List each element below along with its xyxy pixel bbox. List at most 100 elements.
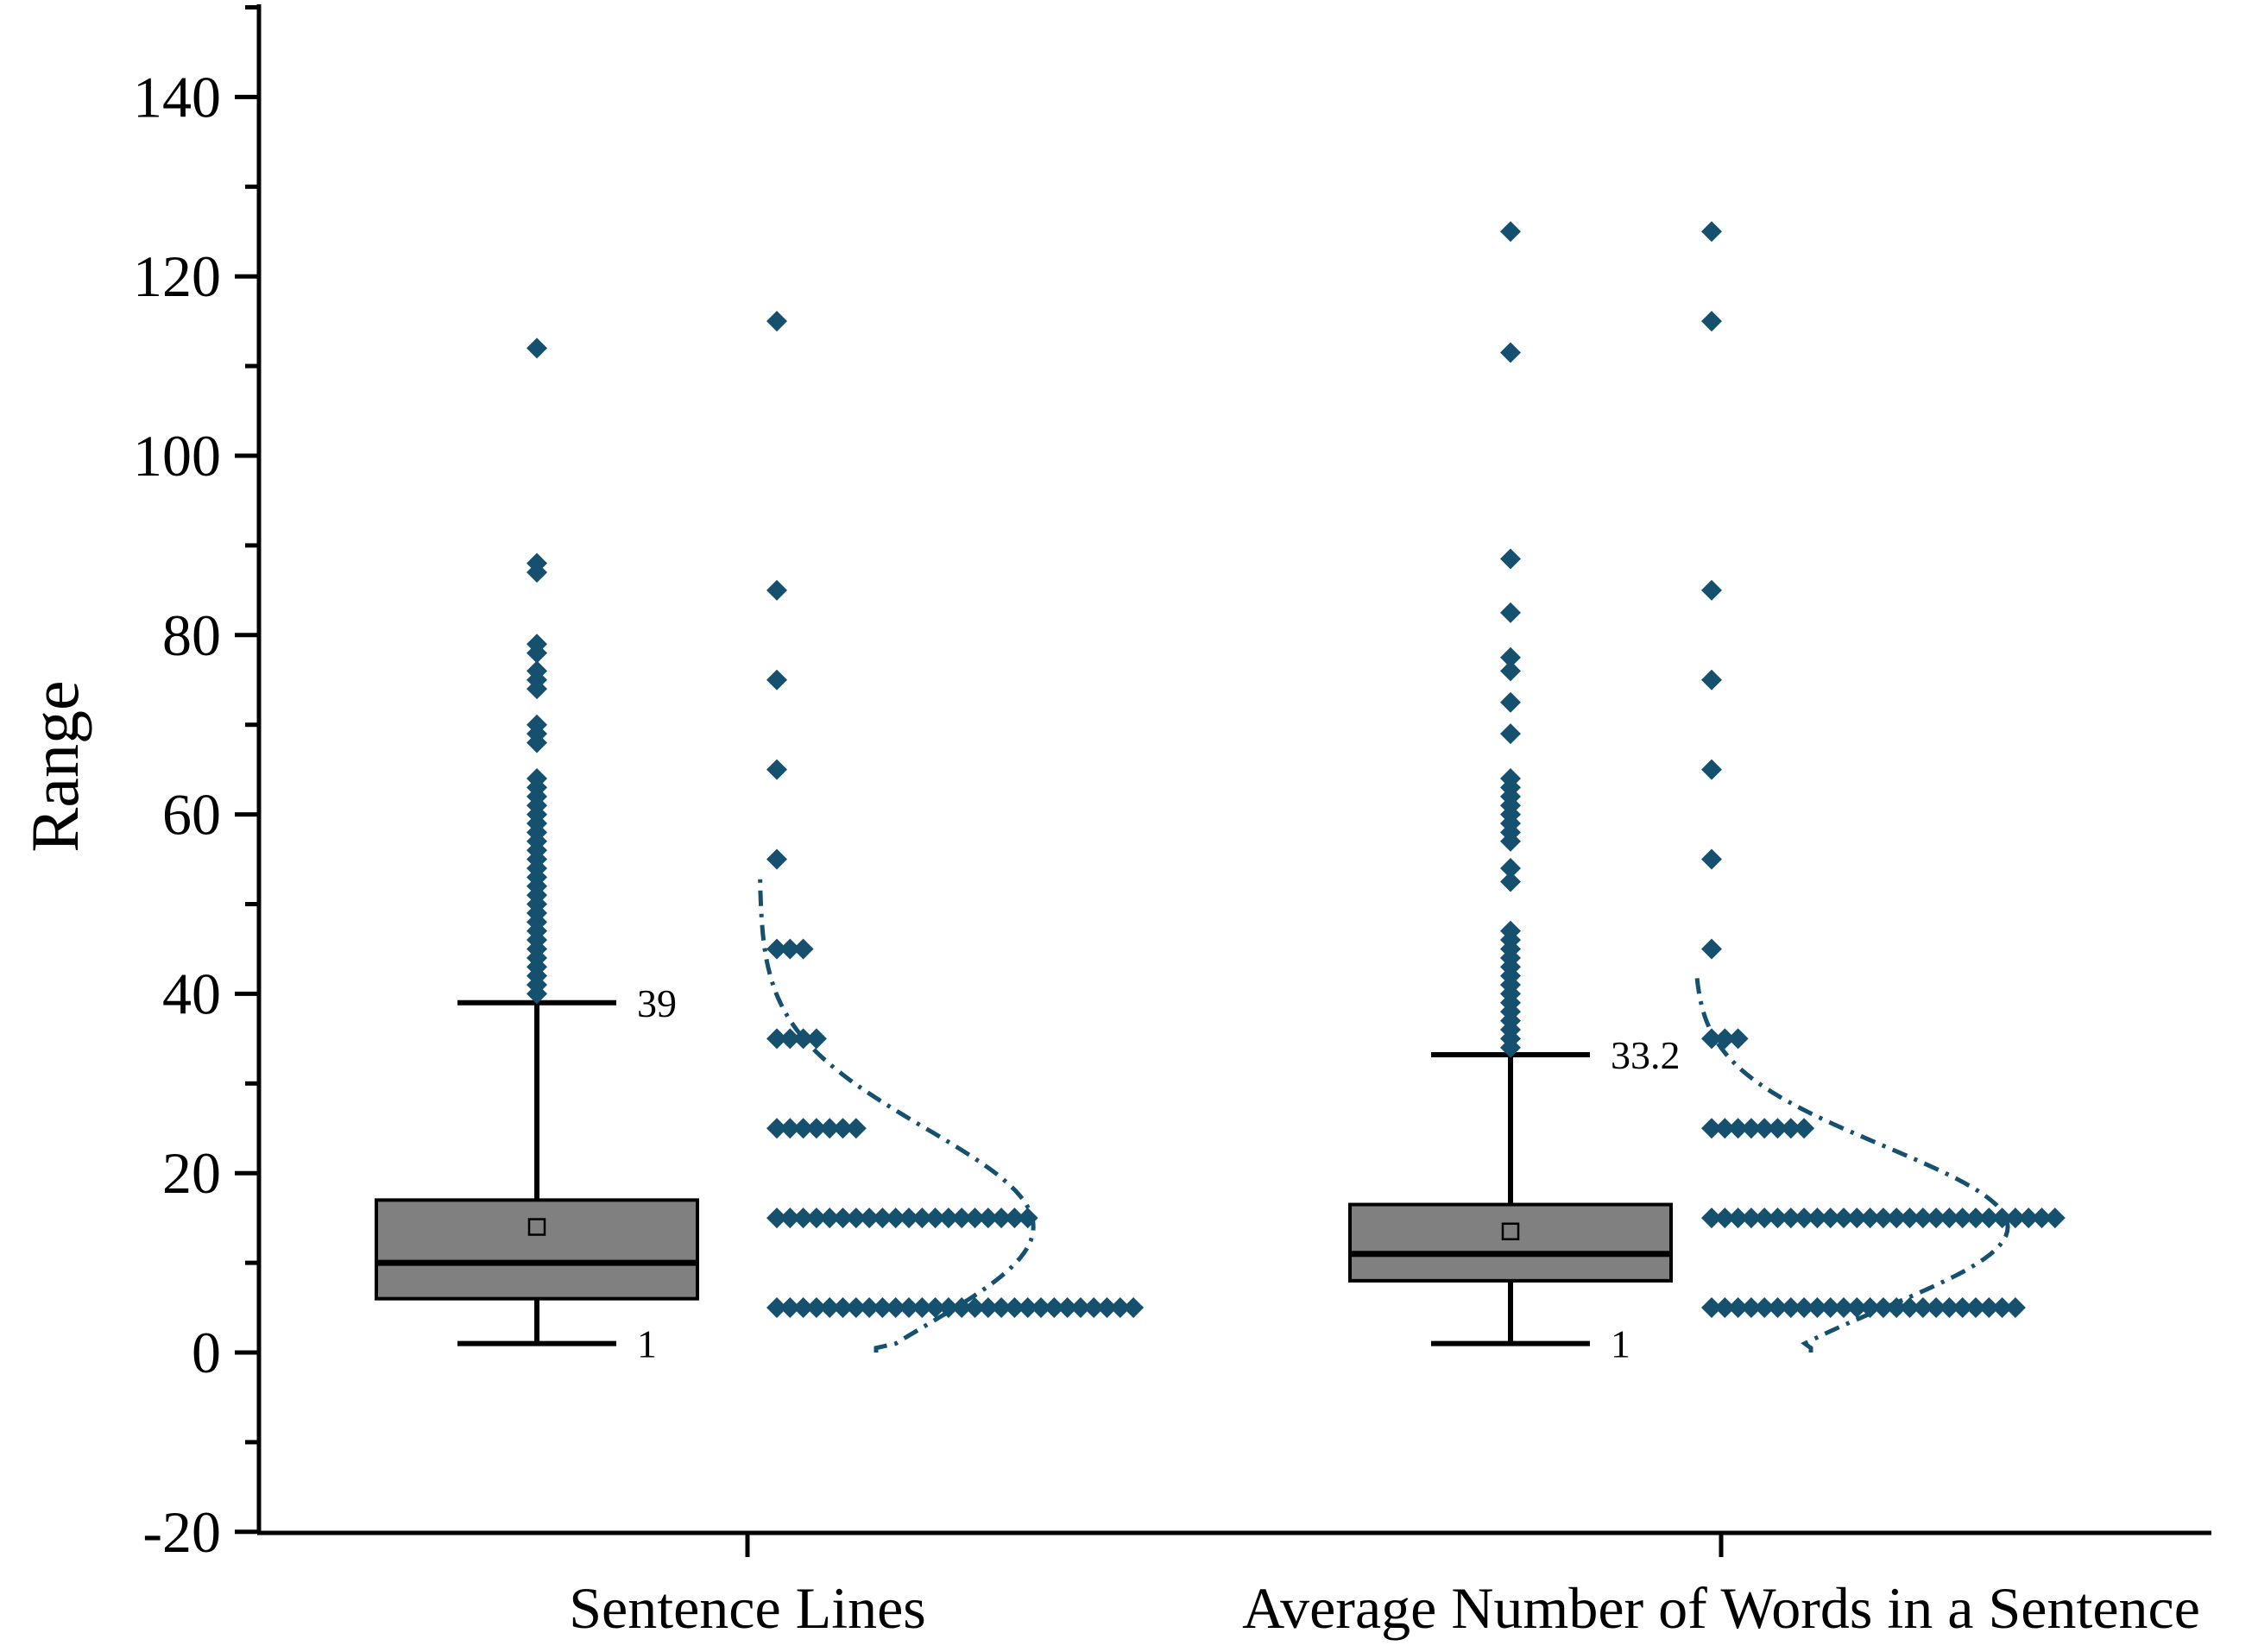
data-point (766, 1297, 787, 1319)
data-point (2044, 1207, 2066, 1229)
data-point (1820, 1297, 1841, 1319)
data-point (1714, 1118, 1736, 1139)
data-point (1123, 1297, 1145, 1319)
data-point (1846, 1207, 1868, 1229)
outlier-point (527, 337, 547, 359)
data-point (1767, 1118, 1788, 1139)
data-point (779, 1028, 801, 1050)
data-point (951, 1207, 973, 1229)
data-point (964, 1207, 986, 1229)
data-point (1833, 1207, 1854, 1229)
data-point (1780, 1207, 1801, 1229)
data-point (1727, 1297, 1749, 1319)
outlier-point (527, 768, 547, 790)
data-point (1701, 311, 1722, 332)
data-point (766, 311, 787, 332)
data-point (819, 1297, 841, 1319)
data-point (1701, 848, 1722, 870)
data-point (766, 1207, 787, 1229)
y-tick-label: 0 (192, 1320, 221, 1385)
y-axis: -20 0 20 40 60 80 100 120 140 (133, 4, 262, 1565)
data-point (1701, 221, 1722, 243)
data-point (1952, 1297, 1973, 1319)
data-point (1701, 938, 1722, 960)
outlier-point (1500, 660, 1521, 682)
outlier-point (527, 714, 547, 735)
data-point (805, 1118, 827, 1139)
data-point (937, 1207, 959, 1229)
data-point (2004, 1297, 2026, 1319)
data-point (1939, 1207, 1960, 1229)
data-point (1978, 1297, 2000, 1319)
data-point (819, 1207, 841, 1229)
outlier-point (1500, 857, 1521, 879)
data-point (1926, 1207, 1947, 1229)
data-point (779, 938, 801, 960)
data-point (2004, 1207, 2026, 1229)
data-point (859, 1297, 880, 1319)
data-point (1912, 1297, 1933, 1319)
data-point (845, 1118, 867, 1139)
data-point (1794, 1118, 1815, 1139)
outlier-point (527, 552, 547, 574)
data-point (991, 1297, 1012, 1319)
box-series: 33.21 (1348, 221, 2066, 1366)
data-point (845, 1297, 867, 1319)
data-point (1899, 1297, 1921, 1319)
data-point (977, 1207, 999, 1229)
data-point (766, 669, 787, 690)
data-point (1899, 1207, 1921, 1229)
whisker-low-label: 1 (1611, 1322, 1630, 1366)
data-point (1833, 1297, 1854, 1319)
data-point (1754, 1207, 1775, 1229)
data-point (1965, 1207, 1986, 1229)
y-tick-label: 120 (133, 243, 221, 309)
data-point (899, 1207, 919, 1229)
mean-marker (1501, 1222, 1520, 1240)
data-point (1952, 1207, 1973, 1229)
data-point (924, 1207, 946, 1229)
data-point (819, 1118, 841, 1139)
data-point (859, 1207, 880, 1229)
data-point (991, 1207, 1012, 1229)
data-point (1727, 1207, 1749, 1229)
y-tick-label: 140 (133, 64, 221, 129)
data-point (2031, 1207, 2053, 1229)
data-point (1872, 1207, 1894, 1229)
whisker-low-label: 1 (637, 1322, 657, 1366)
data-point (1031, 1297, 1051, 1319)
data-point (1939, 1297, 1960, 1319)
y-tick-label: 60 (162, 782, 221, 848)
data-point (1727, 1028, 1749, 1050)
data-point (1740, 1297, 1762, 1319)
data-point (805, 1297, 827, 1319)
data-point (1780, 1118, 1801, 1139)
x-axis: Sentence Lines Average Number of Words in… (257, 1530, 2211, 1641)
data-point (1004, 1207, 1025, 1229)
data-point (1701, 669, 1722, 690)
data-point (766, 1118, 787, 1139)
data-point (792, 1207, 814, 1229)
data-point (964, 1297, 986, 1319)
data-point (1912, 1207, 1933, 1229)
outlier-point (1500, 602, 1521, 623)
y-tick-label: 40 (162, 961, 221, 1026)
data-point (1714, 1207, 1736, 1229)
data-point (911, 1207, 933, 1229)
data-point (1767, 1207, 1788, 1229)
data-point (2018, 1207, 2040, 1229)
outlier-point (1500, 871, 1521, 892)
outlier-point (1500, 723, 1521, 745)
data-point (779, 1297, 801, 1319)
data-point (1780, 1297, 1801, 1319)
data-point (832, 1297, 854, 1319)
data-point (1004, 1297, 1025, 1319)
outlier-point (1500, 646, 1521, 668)
data-point (1794, 1207, 1815, 1229)
data-point (766, 759, 787, 780)
outlier-point (1500, 548, 1521, 570)
data-point (911, 1297, 933, 1319)
data-point (792, 1297, 814, 1319)
box-series: 39 1 (375, 311, 1145, 1366)
